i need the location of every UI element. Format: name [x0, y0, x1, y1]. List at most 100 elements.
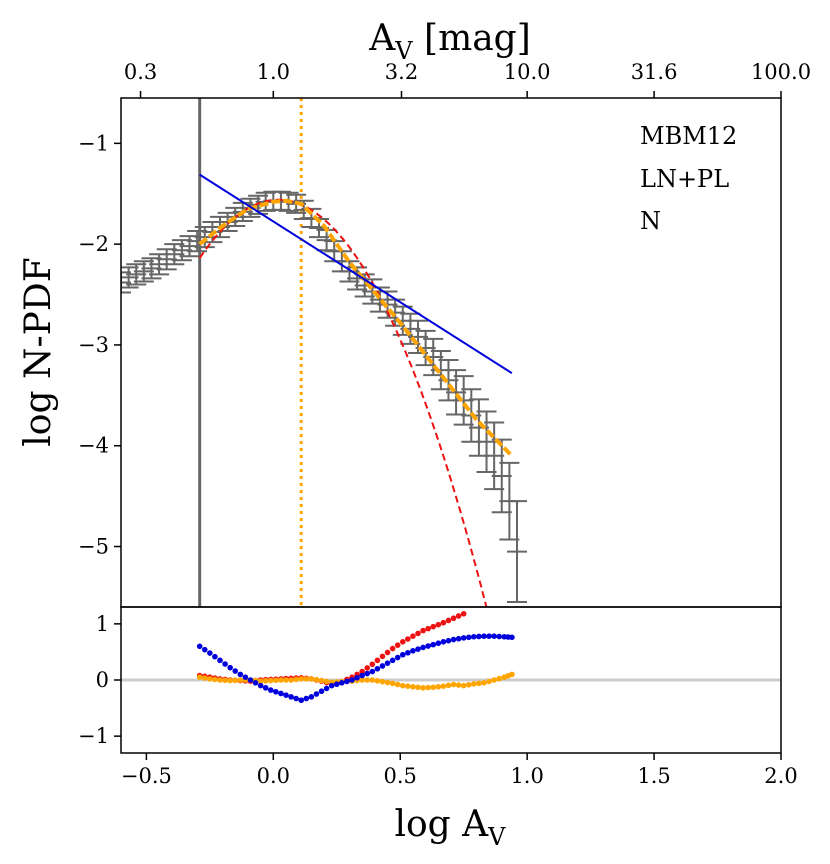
residual-point-powerlaw	[364, 670, 371, 677]
residual-point-composite	[425, 684, 431, 691]
residual-point-powerlaw	[318, 688, 325, 695]
residual-point-lognormal	[374, 657, 381, 664]
residual-point-composite	[222, 677, 228, 684]
residual-point-composite	[460, 682, 467, 689]
residual-point-powerlaw	[308, 694, 315, 700]
residual-point-lognormal	[369, 661, 376, 668]
residual-point-powerlaw	[399, 651, 406, 658]
residual-point-composite	[217, 677, 223, 683]
residual-point-lognormal	[415, 630, 421, 637]
residual-point-composite	[359, 677, 365, 683]
residual-point-powerlaw	[435, 640, 442, 647]
residual-point-composite	[364, 677, 371, 683]
residual-point-composite	[476, 680, 482, 687]
residual-point-powerlaw	[445, 637, 452, 644]
top-tick-label: 0.3	[124, 60, 157, 84]
residual-point-lognormal	[455, 613, 462, 619]
residual-point-composite	[227, 677, 233, 684]
residual-point-powerlaw	[394, 654, 401, 661]
residual-point-composite	[440, 683, 447, 689]
x-axis-title: log AV	[394, 804, 506, 851]
residual-point-composite	[262, 678, 269, 684]
residual-point-powerlaw	[328, 682, 335, 689]
residual-point-powerlaw	[344, 678, 350, 685]
x-tick-label: 0.5	[384, 764, 417, 788]
x-tick-label: −0.5	[121, 764, 172, 788]
residual-point-powerlaw	[481, 633, 487, 639]
composite-fit-curve	[198, 198, 514, 458]
residual-point-composite	[257, 678, 264, 684]
residual-point-lognormal	[460, 610, 467, 617]
residual-point-powerlaw	[415, 646, 421, 652]
residual-point-composite	[471, 681, 477, 687]
residual-point-powerlaw	[354, 674, 360, 681]
residual-point-composite	[267, 677, 274, 684]
residual-panel: 1 0 −1	[78, 606, 782, 754]
top-axis-ticks: 0.3 1.0 3.2 10.0 31.6 100.0	[124, 60, 811, 98]
residual-point-lognormal	[435, 621, 442, 628]
residual-point-powerlaw	[410, 648, 416, 654]
residual-point-lognormal	[364, 665, 371, 671]
residual-point-composite	[509, 671, 515, 678]
top-tick-label: 100.0	[751, 60, 811, 84]
residual-point-powerlaw	[212, 653, 218, 660]
residual-point-composite	[196, 674, 203, 680]
residual-point-powerlaw	[278, 690, 284, 697]
residual-point-composite	[278, 677, 284, 683]
residual-point-powerlaw	[232, 668, 239, 674]
residual-point-composite	[379, 678, 386, 685]
residual-point-powerlaw	[359, 672, 365, 679]
main-plot-area	[121, 98, 527, 607]
residual-point-powerlaw	[491, 633, 497, 639]
residual-point-powerlaw	[262, 685, 269, 691]
residual-point-composite	[405, 683, 411, 689]
residual-point-composite	[298, 676, 305, 682]
residual-point-powerlaw	[486, 633, 492, 639]
top-axis-title: AV [mag]	[368, 18, 531, 65]
y-tick-label: −2	[78, 232, 109, 256]
residual-point-powerlaw	[217, 657, 223, 664]
residual-point-powerlaw	[288, 694, 294, 700]
legend-annotations: MBM12 LN+PL N	[640, 122, 737, 235]
residual-point-lognormal	[420, 627, 426, 634]
residual-point-composite	[318, 677, 325, 684]
residual-point-composite	[308, 676, 315, 682]
residual-point-lognormal	[394, 642, 401, 648]
residual-point-composite	[491, 677, 497, 683]
residual-point-composite	[465, 681, 472, 688]
residual-point-powerlaw	[509, 634, 515, 641]
x-tick-label: 1.5	[637, 764, 670, 788]
residual-point-powerlaw	[339, 680, 345, 686]
residual-point-powerlaw	[333, 681, 340, 688]
residual-point-composite	[435, 683, 442, 690]
residual-point-composite	[394, 681, 401, 688]
residual-point-lognormal	[450, 615, 457, 622]
residual-point-powerlaw	[303, 695, 310, 702]
residual-point-composite	[237, 677, 244, 683]
residual-point-composite	[313, 676, 320, 683]
residual-point-powerlaw	[298, 697, 305, 704]
residual-point-composite	[450, 681, 457, 688]
residual-point-composite	[486, 678, 492, 685]
residual-point-composite	[389, 680, 396, 687]
residual-point-composite	[410, 683, 416, 690]
annotation-type: N	[640, 207, 661, 235]
annotation-cloud: MBM12	[640, 122, 737, 150]
residual-point-powerlaw	[425, 643, 431, 649]
residual-point-lognormal	[405, 636, 411, 642]
residual-point-composite	[420, 685, 426, 691]
main-panel: −1 −2 −3 −4 −5	[78, 97, 782, 608]
residual-tick-label: 0	[96, 668, 109, 692]
residual-point-powerlaw	[471, 633, 477, 640]
residual-point-powerlaw	[450, 636, 457, 643]
y-tick-label: −1	[78, 131, 109, 155]
x-tick-label: 0.0	[257, 764, 290, 788]
residual-point-powerlaw	[420, 644, 426, 651]
top-tick-label: 10.0	[504, 60, 551, 84]
residual-point-powerlaw	[379, 663, 386, 669]
residual-point-lognormal	[410, 633, 416, 639]
residual-point-powerlaw	[430, 641, 437, 648]
residual-point-powerlaw	[247, 677, 254, 683]
residual-point-powerlaw	[237, 671, 244, 678]
residual-point-composite	[273, 677, 279, 684]
